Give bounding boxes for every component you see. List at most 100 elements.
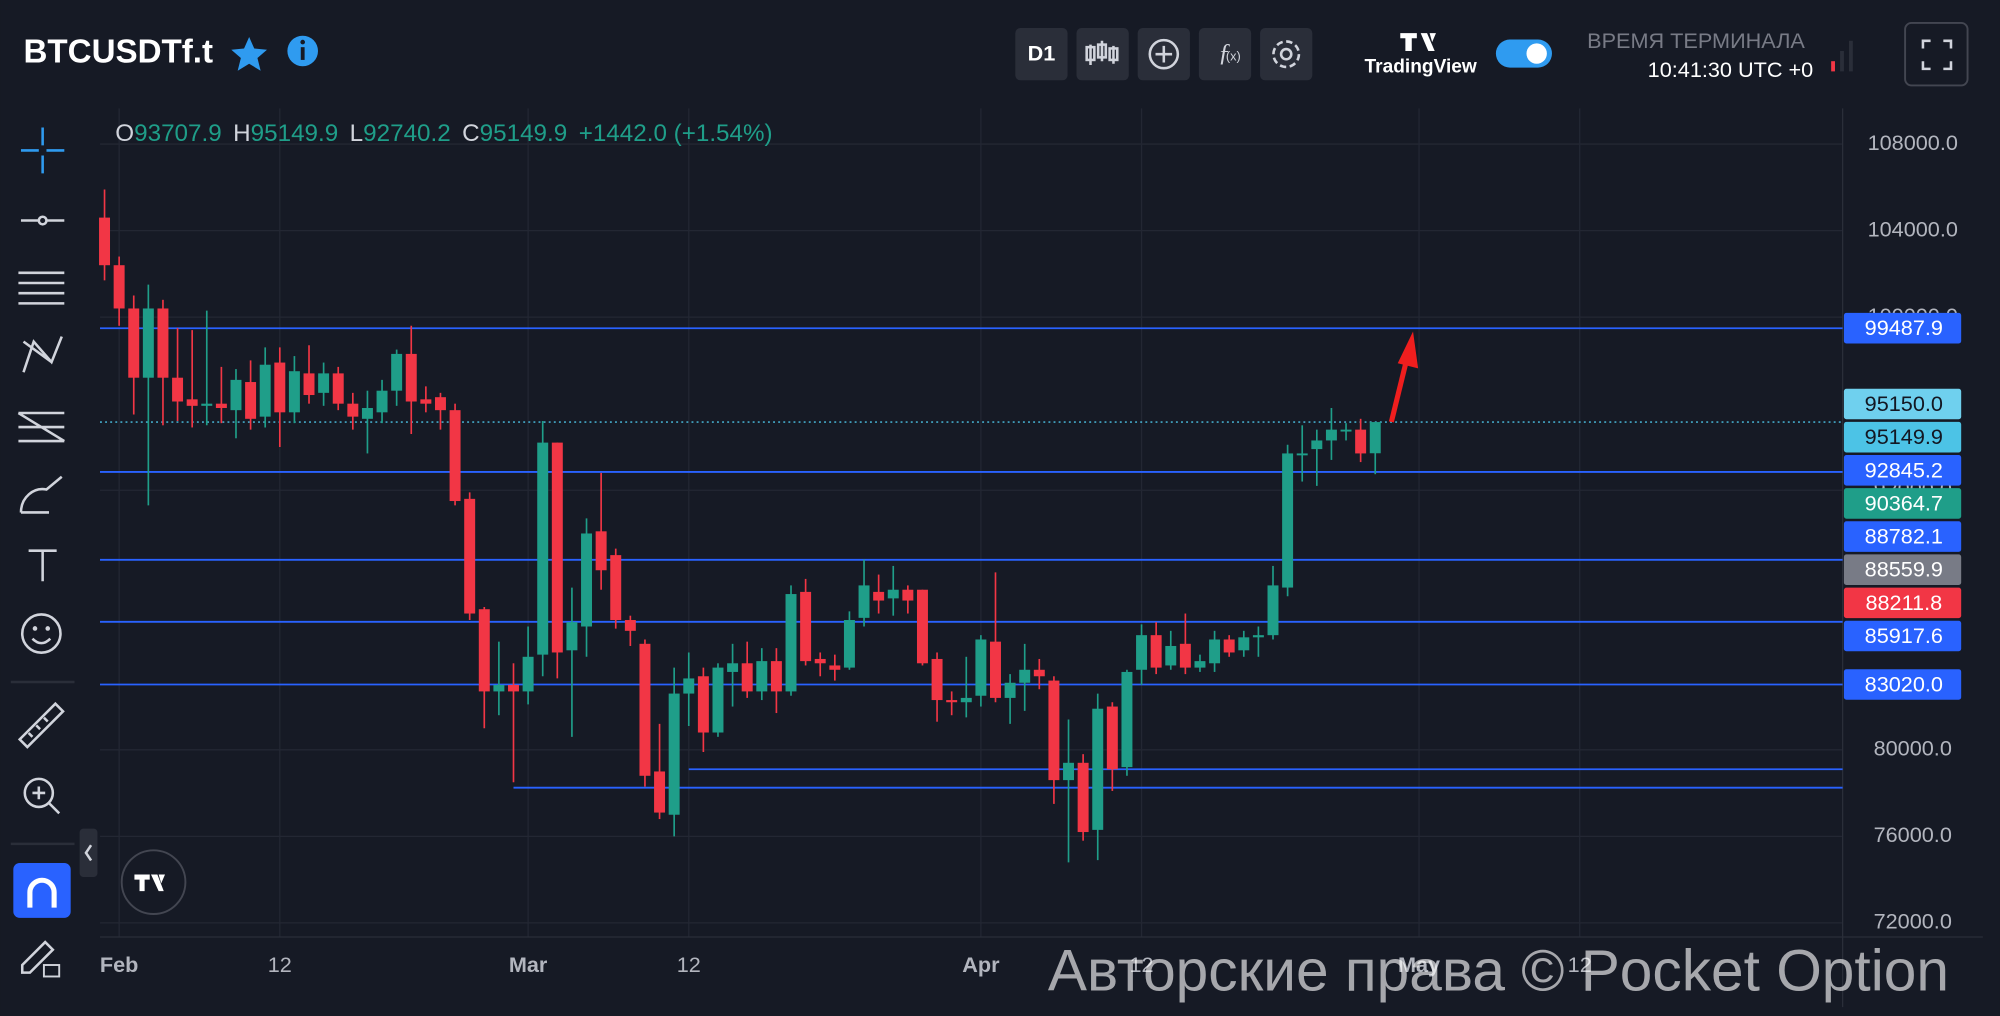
- x-tick-label: 12: [268, 952, 292, 977]
- collapse-toolbar[interactable]: [79, 828, 98, 878]
- indicators-button[interactable]: ƒ(x): [1198, 28, 1252, 81]
- candle: [391, 349, 403, 406]
- candle: [405, 325, 417, 434]
- candle-body: [128, 308, 140, 378]
- candle-body: [1194, 661, 1206, 668]
- candle: [332, 366, 344, 411]
- add-button[interactable]: [1137, 28, 1190, 81]
- candle-body: [172, 377, 184, 402]
- candle: [800, 578, 812, 666]
- candle-body: [639, 643, 651, 776]
- ohlc-low: 92740.2: [363, 121, 451, 148]
- y-tick-label: 104000.0: [1868, 216, 1958, 241]
- price-label: 88782.1: [1865, 524, 1943, 549]
- fullscreen-button[interactable]: [1904, 21, 1969, 87]
- favorite-star[interactable]: [231, 36, 268, 71]
- fib-tool[interactable]: [18, 271, 65, 305]
- ohlc-h: H: [233, 121, 251, 148]
- crosshair-tool[interactable]: [20, 127, 65, 174]
- candle: [1150, 622, 1162, 675]
- candle: [128, 295, 140, 415]
- candle-body: [800, 591, 812, 662]
- candle: [215, 366, 227, 424]
- candle-body: [946, 700, 958, 703]
- candle: [727, 643, 739, 707]
- candle: [697, 667, 709, 752]
- candle-body: [551, 442, 563, 653]
- price-label: 90364.7: [1865, 490, 1943, 515]
- price-label-box: [1843, 620, 1962, 652]
- candle: [274, 347, 286, 447]
- price-label-box: [1843, 421, 1962, 453]
- ohlc-open: 93707.9: [134, 121, 222, 148]
- candle: [858, 559, 870, 627]
- candle-body: [1252, 635, 1264, 638]
- text-tool[interactable]: [28, 549, 57, 582]
- candle: [990, 572, 1001, 703]
- candle: [916, 589, 928, 666]
- ohlc-change: +1442.0 (+1.54%): [579, 121, 773, 148]
- emoji-tool[interactable]: [20, 613, 62, 654]
- ruler-tool[interactable]: [17, 701, 65, 749]
- price-label: 88559.9: [1865, 557, 1943, 582]
- settings-button[interactable]: [1260, 28, 1313, 81]
- magnet-tool[interactable]: [13, 863, 71, 918]
- candle-body: [683, 678, 695, 694]
- candle-body: [697, 676, 709, 733]
- candle: [1340, 423, 1352, 441]
- projection-tool[interactable]: [17, 411, 65, 443]
- timeframe-button[interactable]: [1015, 28, 1068, 81]
- candle: [624, 615, 636, 646]
- price-label: 88211.8: [1865, 590, 1942, 615]
- zoom-tool[interactable]: [23, 777, 61, 815]
- symbol[interactable]: BTCUSDTf.t: [24, 33, 214, 70]
- chart-type-button[interactable]: [1076, 28, 1129, 81]
- candle: [975, 635, 987, 707]
- candle: [1238, 630, 1250, 657]
- timeframe: D1: [1028, 41, 1056, 66]
- candle: [814, 652, 826, 677]
- candle-body: [1209, 639, 1221, 664]
- candle: [157, 299, 169, 426]
- candle-body: [1238, 637, 1250, 651]
- candle-body: [610, 555, 622, 621]
- candle: [668, 667, 680, 837]
- price-label-box: [1843, 488, 1962, 519]
- price-label-box: [1843, 312, 1962, 344]
- price-label: 83020.0: [1865, 671, 1943, 696]
- candle-body: [508, 684, 519, 692]
- candle-body: [858, 585, 870, 618]
- candle-body: [1165, 645, 1177, 666]
- pattern-tool[interactable]: [22, 336, 63, 373]
- price-label: 95149.9: [1865, 424, 1943, 449]
- brush-tool[interactable]: [19, 475, 63, 514]
- candle-body: [142, 308, 154, 378]
- toggle[interactable]: [1495, 39, 1552, 68]
- candle-body: [1121, 671, 1133, 768]
- tradingview-logo: [1400, 33, 1436, 51]
- candle-body: [741, 663, 753, 692]
- candle-body: [1296, 453, 1308, 456]
- svg-text:ƒ: ƒ: [1218, 38, 1231, 67]
- candle: [1369, 422, 1381, 475]
- lock-drawing-tool[interactable]: [20, 940, 55, 974]
- info-icon[interactable]: [287, 35, 318, 67]
- candle-body: [420, 399, 432, 404]
- y-tick-label: 108000.0: [1868, 130, 1958, 155]
- candle: [654, 723, 666, 820]
- candle-body: [157, 308, 169, 378]
- candle: [288, 356, 300, 424]
- candle: [1209, 630, 1221, 672]
- ohlc-legend: O93707.9 H95149.9 L92740.2 C95149.9 +1442.0 …: [115, 121, 772, 148]
- candle: [201, 310, 213, 426]
- candle: [99, 189, 111, 281]
- candle: [318, 362, 330, 406]
- candle: [595, 472, 607, 590]
- candle: [1355, 418, 1367, 463]
- candle-body: [668, 693, 680, 815]
- candle: [683, 652, 695, 727]
- candle-body: [566, 622, 578, 651]
- candle-body: [654, 771, 666, 813]
- candle: [639, 639, 651, 787]
